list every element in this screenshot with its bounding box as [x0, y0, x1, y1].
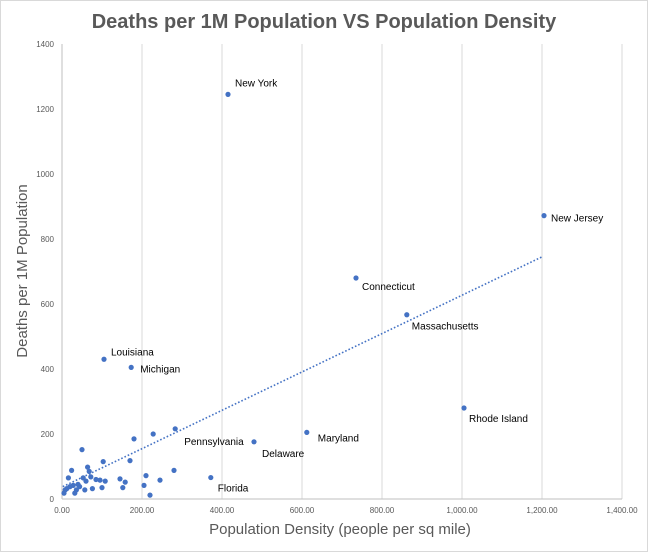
label-maryland: Maryland — [318, 433, 359, 444]
x-tick-label: 1,000.00 — [446, 506, 478, 515]
data-point-delaware — [251, 439, 257, 445]
data-point-connecticut — [353, 275, 359, 281]
y-tick-label: 600 — [41, 300, 55, 309]
data-point-pennsylvania — [172, 426, 178, 432]
data-point — [86, 468, 92, 474]
y-tick-label: 800 — [41, 235, 55, 244]
x-tick-label: 400.00 — [210, 506, 235, 515]
data-point-louisiana — [101, 356, 107, 362]
data-point — [93, 476, 99, 483]
data-point — [150, 431, 156, 437]
data-point — [100, 459, 106, 465]
data-point — [79, 447, 85, 453]
y-tick-label: 0 — [50, 495, 55, 504]
data-point-new-york — [225, 91, 231, 97]
data-point — [102, 478, 108, 484]
data-point-michigan — [128, 364, 134, 370]
label-new-jersey: New Jersey — [551, 214, 603, 225]
x-tick-label: 1,400.00 — [606, 506, 638, 515]
label-rhode-island: Rhode Island — [469, 414, 528, 425]
label-connecticut: Connecticut — [362, 282, 415, 293]
data-point — [65, 475, 71, 481]
data-point — [117, 476, 123, 482]
data-point — [127, 458, 133, 464]
data-point-new-jersey — [541, 213, 547, 219]
label-louisiana: Louisiana — [111, 347, 154, 358]
data-point — [143, 473, 149, 479]
x-tick-label: 1,200.00 — [526, 506, 558, 515]
x-tick-label: 200.00 — [130, 506, 155, 515]
y-tick-label: 1000 — [36, 170, 54, 179]
data-point — [99, 485, 105, 491]
data-point — [120, 485, 126, 491]
axes: 0.00 200.00 400.00 600.00 800.00 1,000.00 1,20… — [36, 40, 638, 515]
y-tick-label: 1400 — [36, 40, 54, 49]
x-tick-label: 600.00 — [290, 506, 315, 515]
data-point — [97, 477, 103, 483]
x-tick-label: 0.00 — [54, 506, 70, 515]
y-tick-label: 400 — [41, 365, 55, 374]
data-point — [82, 487, 88, 493]
point-labels: New York New Jersey Connecticut Massachuset… — [111, 78, 603, 494]
data-point — [89, 486, 95, 492]
data-point — [131, 436, 137, 442]
x-tick-label: 800.00 — [370, 506, 395, 515]
label-michigan: Michigan — [140, 364, 180, 375]
y-tick-label: 200 — [41, 430, 55, 439]
chart-title: Deaths per 1M Population VS Population D… — [92, 11, 557, 33]
label-delaware: Delaware — [262, 449, 305, 460]
data-points — [61, 91, 547, 498]
data-point-florida — [208, 474, 214, 481]
data-point — [77, 484, 83, 490]
label-massachusetts: Massachusetts — [412, 322, 479, 333]
label-pennsylvania: Pennsylvania — [184, 437, 244, 448]
data-point — [147, 492, 153, 498]
data-point — [122, 479, 128, 485]
grid-lines — [141, 44, 623, 499]
data-point — [69, 467, 75, 473]
data-point — [88, 474, 94, 480]
label-florida: Florida — [218, 484, 249, 495]
trendline-line — [62, 256, 543, 488]
data-point — [141, 482, 147, 488]
data-point — [171, 467, 177, 473]
data-point — [73, 487, 79, 493]
data-point-massachusetts — [404, 312, 410, 318]
data-point-rhode-island — [461, 405, 467, 411]
x-axis-title: Population Density (people per sq mile) — [209, 521, 471, 538]
data-point — [85, 464, 91, 470]
label-new-york: New York — [235, 78, 278, 89]
data-point — [70, 482, 76, 488]
data-point-maryland — [304, 429, 310, 435]
data-point — [157, 477, 163, 483]
y-tick-label: 1200 — [36, 105, 54, 114]
y-axis-title: Deaths per 1M Population — [14, 184, 31, 357]
trendline — [62, 256, 543, 488]
data-point — [83, 478, 89, 484]
